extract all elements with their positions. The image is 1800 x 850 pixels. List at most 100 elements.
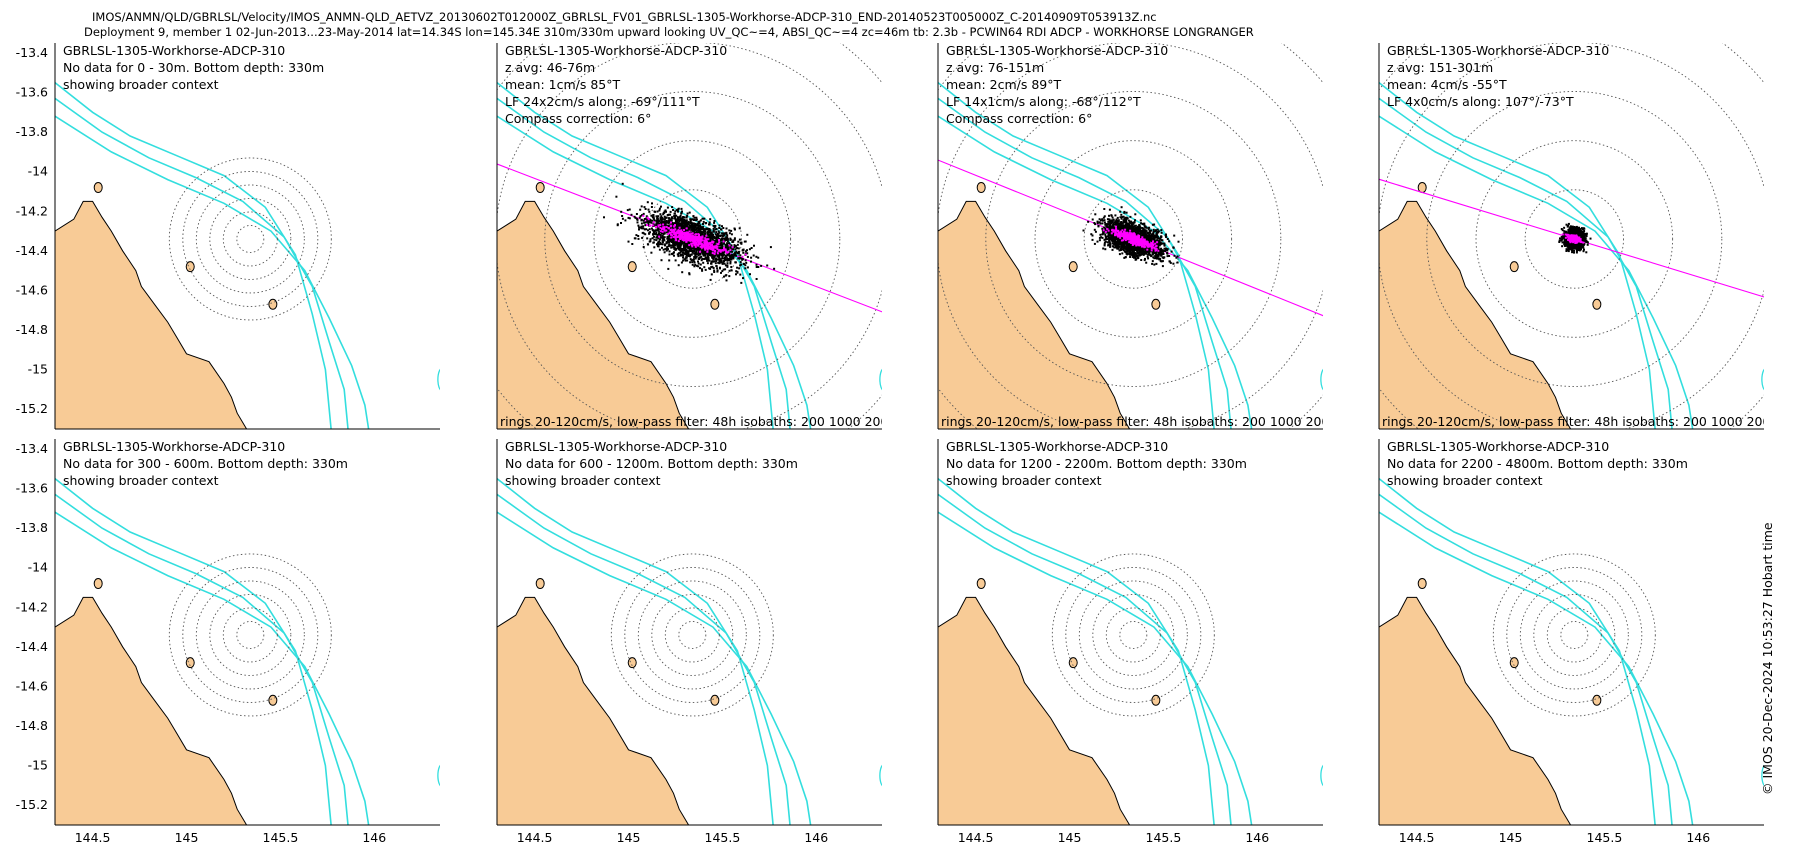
- scatter-point: [1117, 227, 1120, 230]
- scatter-point: [716, 258, 719, 261]
- scatter-point: [708, 259, 711, 262]
- scatter-point: [734, 228, 736, 231]
- scatter-point: [678, 248, 681, 251]
- scatter-point: [657, 215, 660, 218]
- scatter-point: [677, 219, 680, 221]
- scatter-point: [708, 237, 711, 240]
- scatter-point: [688, 226, 691, 229]
- scatter-point: [726, 242, 729, 245]
- scatter-point: [724, 245, 727, 248]
- scatter-point: [645, 228, 648, 231]
- scatter-point: [1109, 245, 1112, 248]
- scatter-point: [698, 258, 700, 260]
- scatter-point: [699, 232, 702, 235]
- lowpass-point: [699, 250, 702, 253]
- scatter-point: [660, 219, 663, 222]
- scatter-point: [715, 231, 718, 234]
- scatter-point: [1151, 223, 1154, 226]
- scatter-point: [719, 246, 722, 249]
- scatter-point: [1113, 235, 1116, 238]
- scatter-point: [727, 247, 730, 250]
- scatter-point: [1149, 236, 1152, 239]
- scatter-point: [675, 227, 678, 230]
- scatter-point: [647, 222, 650, 225]
- lowpass-point: [676, 232, 679, 235]
- scatter-point: [1148, 240, 1150, 243]
- scatter-point: [716, 270, 719, 273]
- scatter-point: [715, 253, 718, 256]
- scatter-point: [615, 195, 618, 198]
- scatter-point: [710, 232, 713, 235]
- scatter-point: [688, 272, 691, 275]
- scatter-point: [1117, 219, 1120, 222]
- scatter-point: [718, 257, 721, 260]
- scatter-point: [723, 253, 726, 256]
- scatter-point: [1109, 229, 1112, 232]
- lowpass-point: [676, 230, 679, 233]
- scatter-point: [732, 257, 735, 260]
- scatter-point: [728, 242, 730, 245]
- lowpass-point: [716, 243, 719, 246]
- scatter-point: [1138, 233, 1141, 236]
- lowpass-point: [725, 251, 728, 254]
- lowpass-point: [678, 226, 681, 229]
- scatter-point: [682, 244, 685, 247]
- scatter-point: [715, 240, 718, 243]
- scatter-point: [1165, 233, 1167, 236]
- scatter-point: [1156, 228, 1159, 231]
- scatter-point: [1108, 221, 1111, 224]
- scatter-point: [670, 238, 673, 241]
- scatter-point: [724, 259, 727, 262]
- scatter-point: [1160, 229, 1163, 232]
- scatter-point: [1134, 219, 1136, 222]
- scatter-point: [1136, 227, 1139, 230]
- scatter-point: [1120, 246, 1123, 249]
- scatter-point: [687, 227, 690, 230]
- scatter-point: [659, 242, 662, 244]
- scatter-point: [630, 213, 633, 216]
- scatter-point: [1093, 222, 1096, 224]
- scatter-point: [685, 244, 688, 246]
- scatter-point: [690, 221, 693, 224]
- scatter-point: [699, 234, 702, 237]
- lowpass-point: [691, 245, 694, 248]
- speed-ring: [168, 157, 332, 321]
- scatter-point: [603, 216, 605, 219]
- scatter-point: [1164, 247, 1167, 250]
- lowpass-point: [697, 233, 700, 236]
- lowpass-point: [681, 238, 684, 241]
- lowpass-point: [701, 236, 704, 239]
- scatter-point: [732, 247, 734, 250]
- scatter-point: [1118, 253, 1121, 256]
- scatter-point: [740, 257, 743, 259]
- scatter-point: [659, 221, 662, 224]
- lowpass-point: [714, 246, 717, 249]
- scatter-point: [648, 232, 651, 235]
- footer-note: rings 20-120cm/s, low-pass filter: 48h i…: [500, 414, 932, 429]
- lowpass-point: [688, 233, 691, 236]
- scatter-point: [1119, 221, 1122, 224]
- scatter-point: [729, 255, 732, 258]
- scatter-point: [1104, 235, 1107, 238]
- scatter-point: [1112, 225, 1115, 228]
- lowpass-point: [707, 243, 710, 246]
- scatter-point: [631, 243, 634, 245]
- scatter-point: [722, 260, 725, 263]
- scatter-point: [1153, 237, 1156, 239]
- scatter-point: [1113, 240, 1116, 243]
- scatter-point: [718, 231, 721, 234]
- scatter-point: [671, 206, 674, 209]
- scatter-point: [1111, 225, 1113, 228]
- speed-ring: [985, 91, 1282, 387]
- scatter-point: [648, 228, 651, 231]
- scatter-point: [677, 221, 680, 224]
- scatter-point: [728, 255, 731, 257]
- scatter-point: [1091, 218, 1094, 221]
- scatter-point: [1112, 222, 1115, 225]
- scatter-point: [1132, 251, 1135, 253]
- scatter-point: [1162, 252, 1165, 255]
- scatter-point: [661, 229, 664, 232]
- scatter-point: [650, 214, 653, 217]
- isobath-line: [497, 81, 774, 429]
- scatter-point: [750, 256, 753, 259]
